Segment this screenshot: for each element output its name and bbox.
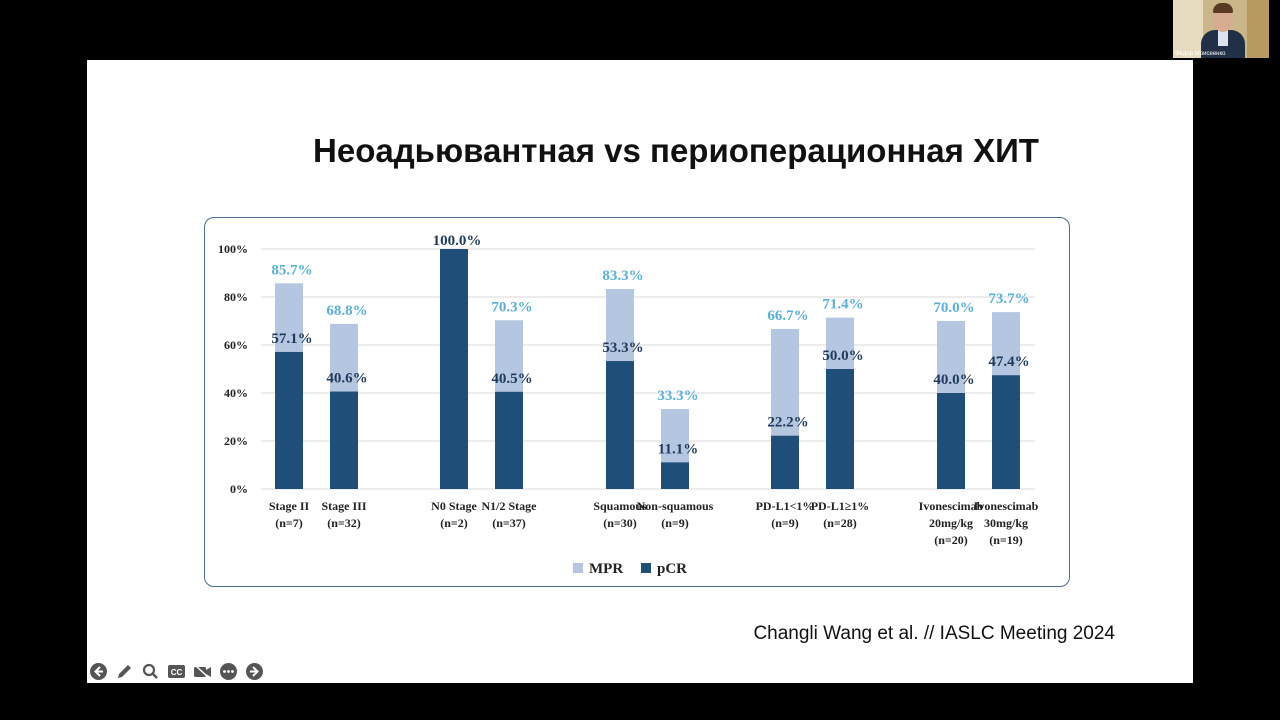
x-tick-label: (n=2) [440,516,468,530]
legend-label-pcr: pCR [657,561,687,577]
x-tick-label: (n=28) [823,516,857,530]
y-tick-label: 40% [224,386,248,400]
bar-chart: 0% 20% 40% 60% 80% 100% 85.7% 57.1% Stage II (n=7… [218,233,1039,577]
data-label-mpr: 66.7% [767,308,808,324]
x-tick-label: PD-L1<1% [756,499,815,513]
presentation-controls: CC [89,661,264,681]
data-label-pcr: 11.1% [658,441,698,457]
video-background [1173,0,1203,58]
data-label-pcr: 47.4% [988,354,1029,370]
legend-swatch-pcr [641,563,651,573]
x-tick-label: (n=30) [603,516,637,530]
x-tick-label: (n=20) [934,533,968,547]
more-icon[interactable] [219,662,238,681]
x-tick-label: (n=9) [771,516,799,530]
video-background-right [1247,0,1269,58]
data-label-mpr: 73.7% [988,291,1029,307]
data-label-pcr: 50.0% [822,348,863,364]
x-tick-label: (n=37) [492,516,526,530]
legend-label-mpr: MPR [589,561,623,577]
bar-pcr [992,375,1020,489]
bar-pcr [330,391,358,489]
bar-pcr [495,391,523,489]
data-label-pcr: 53.3% [602,340,643,356]
zoom-icon[interactable] [141,662,160,681]
y-tick-label: 80% [224,290,248,304]
bar-pcr [937,393,965,489]
svg-text:CC: CC [171,668,183,677]
bar-pcr [771,435,799,489]
participant-video-thumbnail[interactable]: Фёдор Моисеенко [1173,0,1269,58]
x-tick-label: N1/2 Stage [482,499,538,513]
camera-off-icon[interactable] [193,662,212,681]
data-label-pcr: 40.6% [326,371,367,387]
presentation-slide: Неоадьювантная vs периоперационная ХИТ 0… [87,60,1193,683]
x-tick-label: 30mg/kg [984,516,1028,530]
y-tick-label: 100% [218,242,248,256]
data-label-pcr: 57.1% [271,331,312,347]
x-tick-label: Squamous [593,499,647,513]
data-label-pcr: 40.5% [491,371,532,387]
x-tick-label: Non-squamous [637,499,714,513]
data-label-mpr: 33.3% [657,388,698,404]
x-tick-label: N0 Stage [431,499,477,513]
slide-title: Неоадьювантная vs периоперационная ХИТ [313,132,1039,169]
data-label-pcr: 40.0% [933,372,974,388]
y-tick-label: 0% [230,482,248,496]
participant-hair [1213,3,1233,13]
data-label-mpr: 71.4% [822,297,863,313]
data-label-mpr: 70.0% [933,300,974,316]
x-tick-label: (n=19) [989,533,1023,547]
bar-pcr [275,351,303,489]
prev-icon[interactable] [89,662,108,681]
next-icon[interactable] [245,662,264,681]
data-label-mpr: 70.3% [491,299,532,315]
x-tick-label: Stage III [321,499,366,513]
bar-pcr [826,369,854,489]
bar-pcr [606,361,634,489]
legend-swatch-mpr [573,563,583,573]
x-tick-label: (n=32) [327,516,361,530]
pen-icon[interactable] [115,662,134,681]
participant-shirt [1218,30,1228,46]
participant-name: Фёдор Моисеенко [1175,51,1226,57]
data-label-mpr: 68.8% [326,303,367,319]
data-label-pcr: 22.2% [767,415,808,431]
x-tick-label: Ivonescimab [919,499,984,513]
x-tick-label: Stage II [269,499,310,513]
x-tick-label: (n=9) [661,516,689,530]
y-tick-label: 60% [224,338,248,352]
citation-text: Changli Wang et al. // IASLC Meeting 202… [753,623,1115,644]
x-tick-label: Ivonescimab [974,499,1039,513]
bar-pcr [661,462,689,489]
x-tick-label: 20mg/kg [929,516,973,530]
captions-icon[interactable]: CC [167,662,186,681]
chart-frame: 0% 20% 40% 60% 80% 100% 85.7% 57.1% Stage II (n=7… [204,217,1070,587]
x-tick-label: (n=7) [275,516,303,530]
data-label-pcr: 100.0% [433,233,482,249]
bar-pcr [440,249,468,489]
y-tick-label: 20% [224,434,248,448]
x-tick-label: PD-L1≥1% [811,499,870,513]
data-label-mpr: 83.3% [602,268,643,284]
data-label-mpr: 85.7% [271,262,312,278]
